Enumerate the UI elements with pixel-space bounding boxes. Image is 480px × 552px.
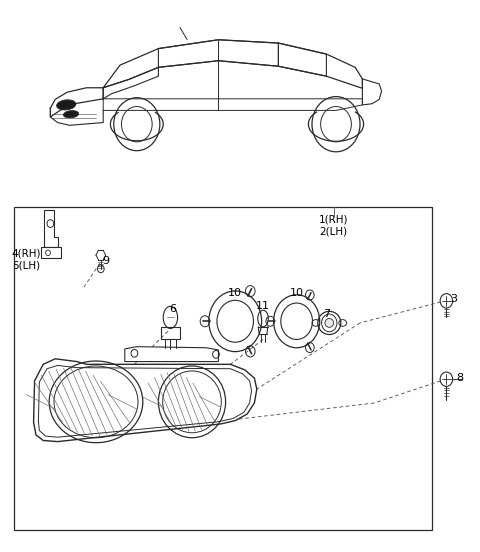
Polygon shape bbox=[44, 210, 58, 247]
Text: 10: 10 bbox=[228, 288, 242, 298]
Text: 4(RH)
5(LH): 4(RH) 5(LH) bbox=[12, 248, 41, 270]
Ellipse shape bbox=[63, 110, 79, 118]
Bar bbox=[14, 207, 432, 530]
Text: 11: 11 bbox=[256, 301, 270, 311]
Polygon shape bbox=[41, 247, 61, 258]
Text: 3: 3 bbox=[450, 294, 457, 304]
Ellipse shape bbox=[325, 319, 334, 327]
Bar bbox=[161, 327, 180, 339]
Text: 8: 8 bbox=[456, 373, 463, 383]
Polygon shape bbox=[34, 359, 257, 442]
Polygon shape bbox=[125, 347, 218, 362]
Text: 1(RH)
2(LH): 1(RH) 2(LH) bbox=[319, 214, 348, 236]
Text: 10: 10 bbox=[289, 288, 304, 298]
Text: 6: 6 bbox=[169, 304, 176, 314]
Text: 7: 7 bbox=[323, 309, 330, 319]
Text: 9: 9 bbox=[102, 256, 109, 266]
Ellipse shape bbox=[57, 100, 76, 110]
